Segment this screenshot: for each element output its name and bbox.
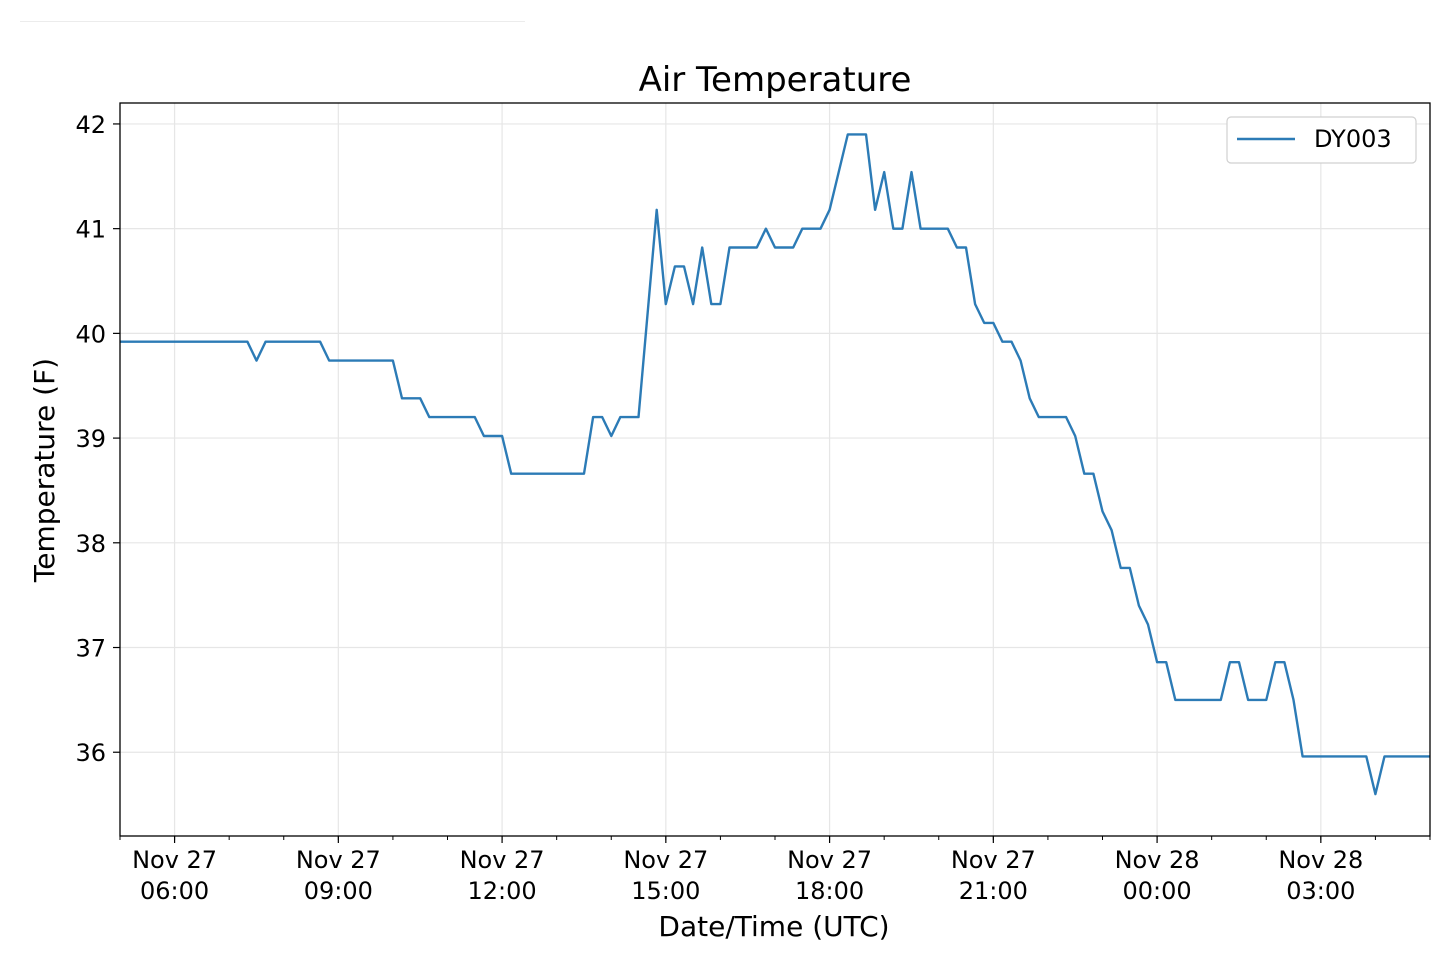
y-tick-label: 41	[75, 216, 106, 244]
x-tick-label-date: Nov 27	[951, 846, 1036, 874]
legend-box	[1226, 116, 1417, 164]
x-tick-label-time: 09:00	[304, 877, 373, 905]
x-tick-label-date: Nov 27	[296, 846, 381, 874]
y-tick-label: 42	[75, 111, 106, 139]
x-tick-label-time: 21:00	[959, 877, 1028, 905]
series-layer	[120, 133, 1430, 796]
x-tick-label-date: Nov 27	[132, 846, 217, 874]
x-tick-label-date: Nov 28	[1115, 846, 1200, 874]
x-tick-label-date: Nov 27	[623, 846, 708, 874]
x-tick-label-time: 12:00	[467, 877, 536, 905]
x-tick-label-date: Nov 28	[1278, 846, 1363, 874]
chart-title: Air Temperature	[639, 60, 912, 100]
legend-label-dy003: DY003	[1314, 125, 1392, 153]
y-tick-label: 36	[75, 739, 106, 767]
x-tick-label-time: 18:00	[795, 877, 864, 905]
y-tick-label: 40	[75, 320, 106, 348]
x-tick-label-date: Nov 27	[787, 846, 872, 874]
y-tick-label: 37	[75, 635, 106, 663]
x-axis-title: Date/Time (UTC)	[658, 910, 889, 943]
x-tick-label-date: Nov 27	[460, 846, 545, 874]
x-tick-label-time: 06:00	[140, 877, 209, 905]
y-axis-title: Temperature (F)	[28, 358, 61, 583]
plot-frame	[119, 102, 1431, 837]
y-tick-label: 38	[75, 530, 106, 558]
axis-ticks: 36 37 38 39 40 41 42 Nov 27 06:00 Nov 27 09:00 Nov …	[75, 111, 1431, 905]
x-tick-label-time: 03:00	[1286, 877, 1355, 905]
series-line-dy003	[120, 133, 1430, 796]
top-separator-line	[20, 21, 525, 22]
grid-lines	[120, 103, 1430, 836]
legend: DY003	[1226, 116, 1417, 164]
y-tick-label: 39	[75, 425, 106, 453]
x-tick-label-time: 15:00	[631, 877, 700, 905]
x-tick-label-time: 00:00	[1122, 877, 1191, 905]
